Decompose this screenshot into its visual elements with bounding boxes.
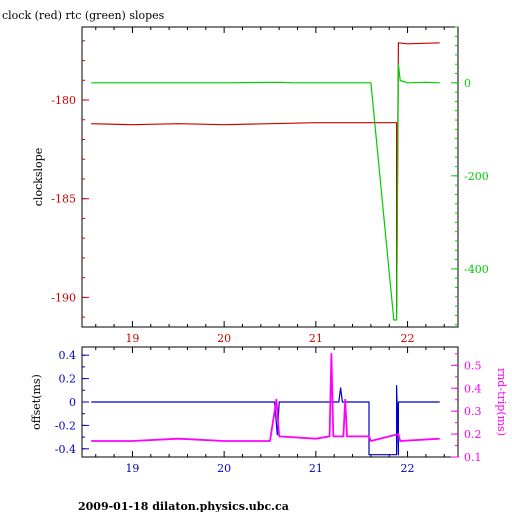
bottom-ytick-label: -0.2 xyxy=(55,419,76,432)
bottom-y2label: rnd-trip(ms) xyxy=(495,368,508,436)
bottom-xtick-label: 20 xyxy=(217,462,231,475)
bottom-y2tick-label: 0.5 xyxy=(464,359,482,372)
bottom-ylabel: offset(ms) xyxy=(30,374,43,430)
top-ylabel: clockslope xyxy=(32,148,45,206)
top-y2tick-label: -400 xyxy=(464,263,489,276)
top-chart-title: clock (red) rtc (green) slopes xyxy=(2,9,165,22)
bottom-y2tick-label: 0.4 xyxy=(464,382,482,395)
bottom-ytick-label: 0.2 xyxy=(59,373,77,386)
top-xtick-label: 19 xyxy=(125,332,139,345)
top-series-line-1 xyxy=(91,42,440,314)
bottom-xtick-label: 21 xyxy=(309,462,323,475)
bottom-y2tick-label: 0.1 xyxy=(464,451,482,464)
top-xtick-label: 22 xyxy=(401,332,415,345)
bottom-plot: 19 20 21 22 0.4 0.2 0 -0.2 -0.4 0.5 0.4 0.3 0.2 0.1 of… xyxy=(30,346,508,475)
bottom-y2tick-label: 0.2 xyxy=(464,428,482,441)
bottom-y2tick-label: 0.3 xyxy=(464,405,482,418)
top-ytick-label: -185 xyxy=(51,193,76,206)
top-frame xyxy=(81,26,459,328)
bottom-xtick-label: 19 xyxy=(125,462,139,475)
top-xtick-label: 20 xyxy=(217,332,231,345)
top-xtick-label: 21 xyxy=(309,332,323,345)
bottom-series-line-2 xyxy=(91,352,440,442)
bottom-ytick-label: 0 xyxy=(69,396,76,409)
bottom-ytick-label: 0.4 xyxy=(59,349,77,362)
top-ytick-label: -190 xyxy=(51,291,76,304)
bottom-series-line-1 xyxy=(91,385,440,456)
footer-caption: 2009-01-18 dilaton.physics.ubc.ca xyxy=(78,500,289,512)
top-series-line-2 xyxy=(91,63,440,321)
bottom-xtick-label: 22 xyxy=(401,462,415,475)
top-y2tick-label: -200 xyxy=(464,170,489,183)
top-ytick-label: -180 xyxy=(51,94,76,107)
bottom-ytick-label: -0.4 xyxy=(55,443,76,456)
top-plot: 19 20 21 22 -180 -185 -190 0 -200 -400 clockslope xyxy=(32,26,489,345)
top-y2tick-label: 0 xyxy=(464,77,471,90)
